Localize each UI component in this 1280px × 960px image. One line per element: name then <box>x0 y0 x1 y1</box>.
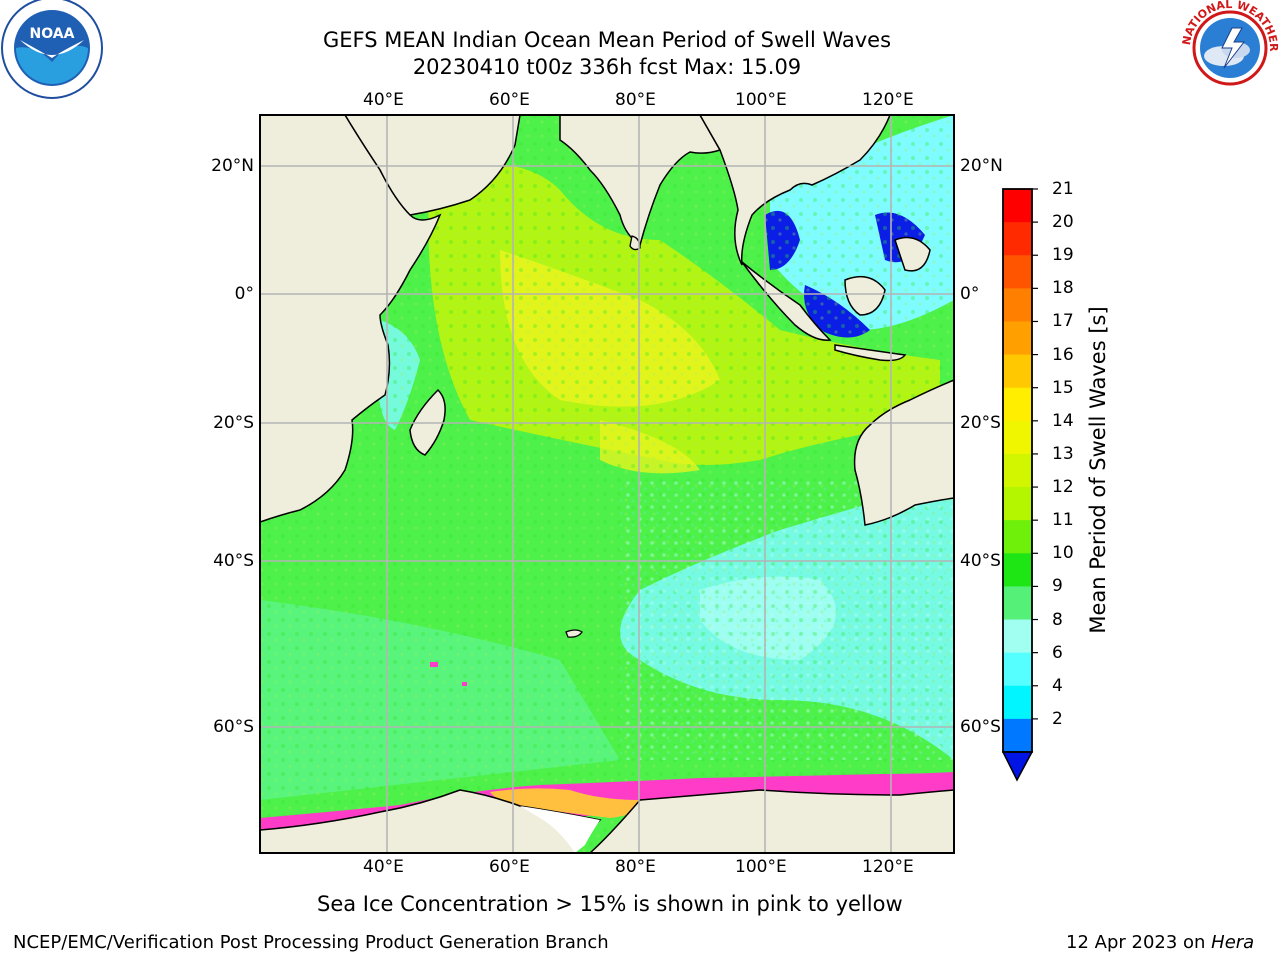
colorbar-tick-label: 15 <box>1052 377 1074 398</box>
colorbar-title: Mean Period of Swell Waves [s] <box>1086 306 1110 634</box>
colorbar-tick-label: 14 <box>1052 410 1074 431</box>
lat-label-right: 20°S <box>960 413 1001 433</box>
lat-label-right: 60°S <box>960 717 1001 737</box>
lon-label-bottom: 60°E <box>489 857 530 877</box>
colorbar-tick-label: 8 <box>1052 609 1063 630</box>
colorbar-tick-label: 19 <box>1052 245 1074 266</box>
lat-label-right: 40°S <box>960 551 1001 571</box>
lon-label-bottom: 120°E <box>862 857 914 877</box>
graticule <box>260 115 954 853</box>
footer-credit: NCEP/EMC/Verification Post Processing Pr… <box>13 932 609 953</box>
colorbar-tick-label: 6 <box>1052 642 1063 663</box>
lat-label-left: 60°S <box>213 717 254 737</box>
map-frame <box>259 114 955 854</box>
colorbar-tick-label: 17 <box>1052 311 1074 332</box>
colorbar-tick-label: 21 <box>1052 179 1074 199</box>
lon-label-bottom: 40°E <box>363 857 404 877</box>
lat-label-right: 0° <box>960 284 980 304</box>
footer-date-text: 12 Apr 2023 on <box>1066 932 1212 953</box>
land-srilanka <box>629 235 641 251</box>
land-australia <box>853 379 954 526</box>
lon-label-bottom: 80°E <box>615 857 656 877</box>
colorbar-tick-label: 16 <box>1052 344 1074 365</box>
lon-label-top: 40°E <box>363 90 404 110</box>
colorbar-tick-label: 11 <box>1052 510 1074 531</box>
land-sumatra <box>741 261 832 341</box>
lon-label-bottom: 100°E <box>735 857 787 877</box>
colorbar-tick-label: 2 <box>1052 708 1063 729</box>
chart-title-line1: GEFS MEAN Indian Ocean Mean Period of Sw… <box>322 28 892 52</box>
colorbar-tick-label: 20 <box>1052 212 1074 233</box>
chart-title-line2: 20230410 t00z 336h fcst Max: 15.09 <box>412 55 802 79</box>
lon-label-top: 100°E <box>735 90 787 110</box>
lat-label-left: 0° <box>234 284 254 304</box>
colorbar-tick-label: 9 <box>1052 576 1063 597</box>
colorbar-tick-label: 12 <box>1052 477 1074 498</box>
lon-label-top: 120°E <box>862 90 914 110</box>
colorbar-tick-label: 18 <box>1052 278 1074 299</box>
lat-label-right: 20°N <box>960 156 1003 176</box>
map-field <box>260 115 954 853</box>
sea-ice-note: Sea Ice Concentration > 15% is shown in … <box>317 892 903 916</box>
colorbar-tick-label: 13 <box>1052 443 1074 464</box>
land-kerguelen <box>565 629 583 638</box>
lon-label-top: 80°E <box>615 90 656 110</box>
footer-date: 12 Apr 2023 on Hera <box>1066 932 1254 954</box>
lon-label-top: 60°E <box>489 90 530 110</box>
lat-label-left: 20°S <box>213 413 254 433</box>
footer-host: Hera <box>1211 932 1255 953</box>
colorbar-tick-label: 10 <box>1052 543 1074 564</box>
colorbar-tick-label: 4 <box>1052 675 1063 696</box>
lat-label-left: 40°S <box>213 551 254 571</box>
lat-label-left: 20°N <box>211 156 254 176</box>
